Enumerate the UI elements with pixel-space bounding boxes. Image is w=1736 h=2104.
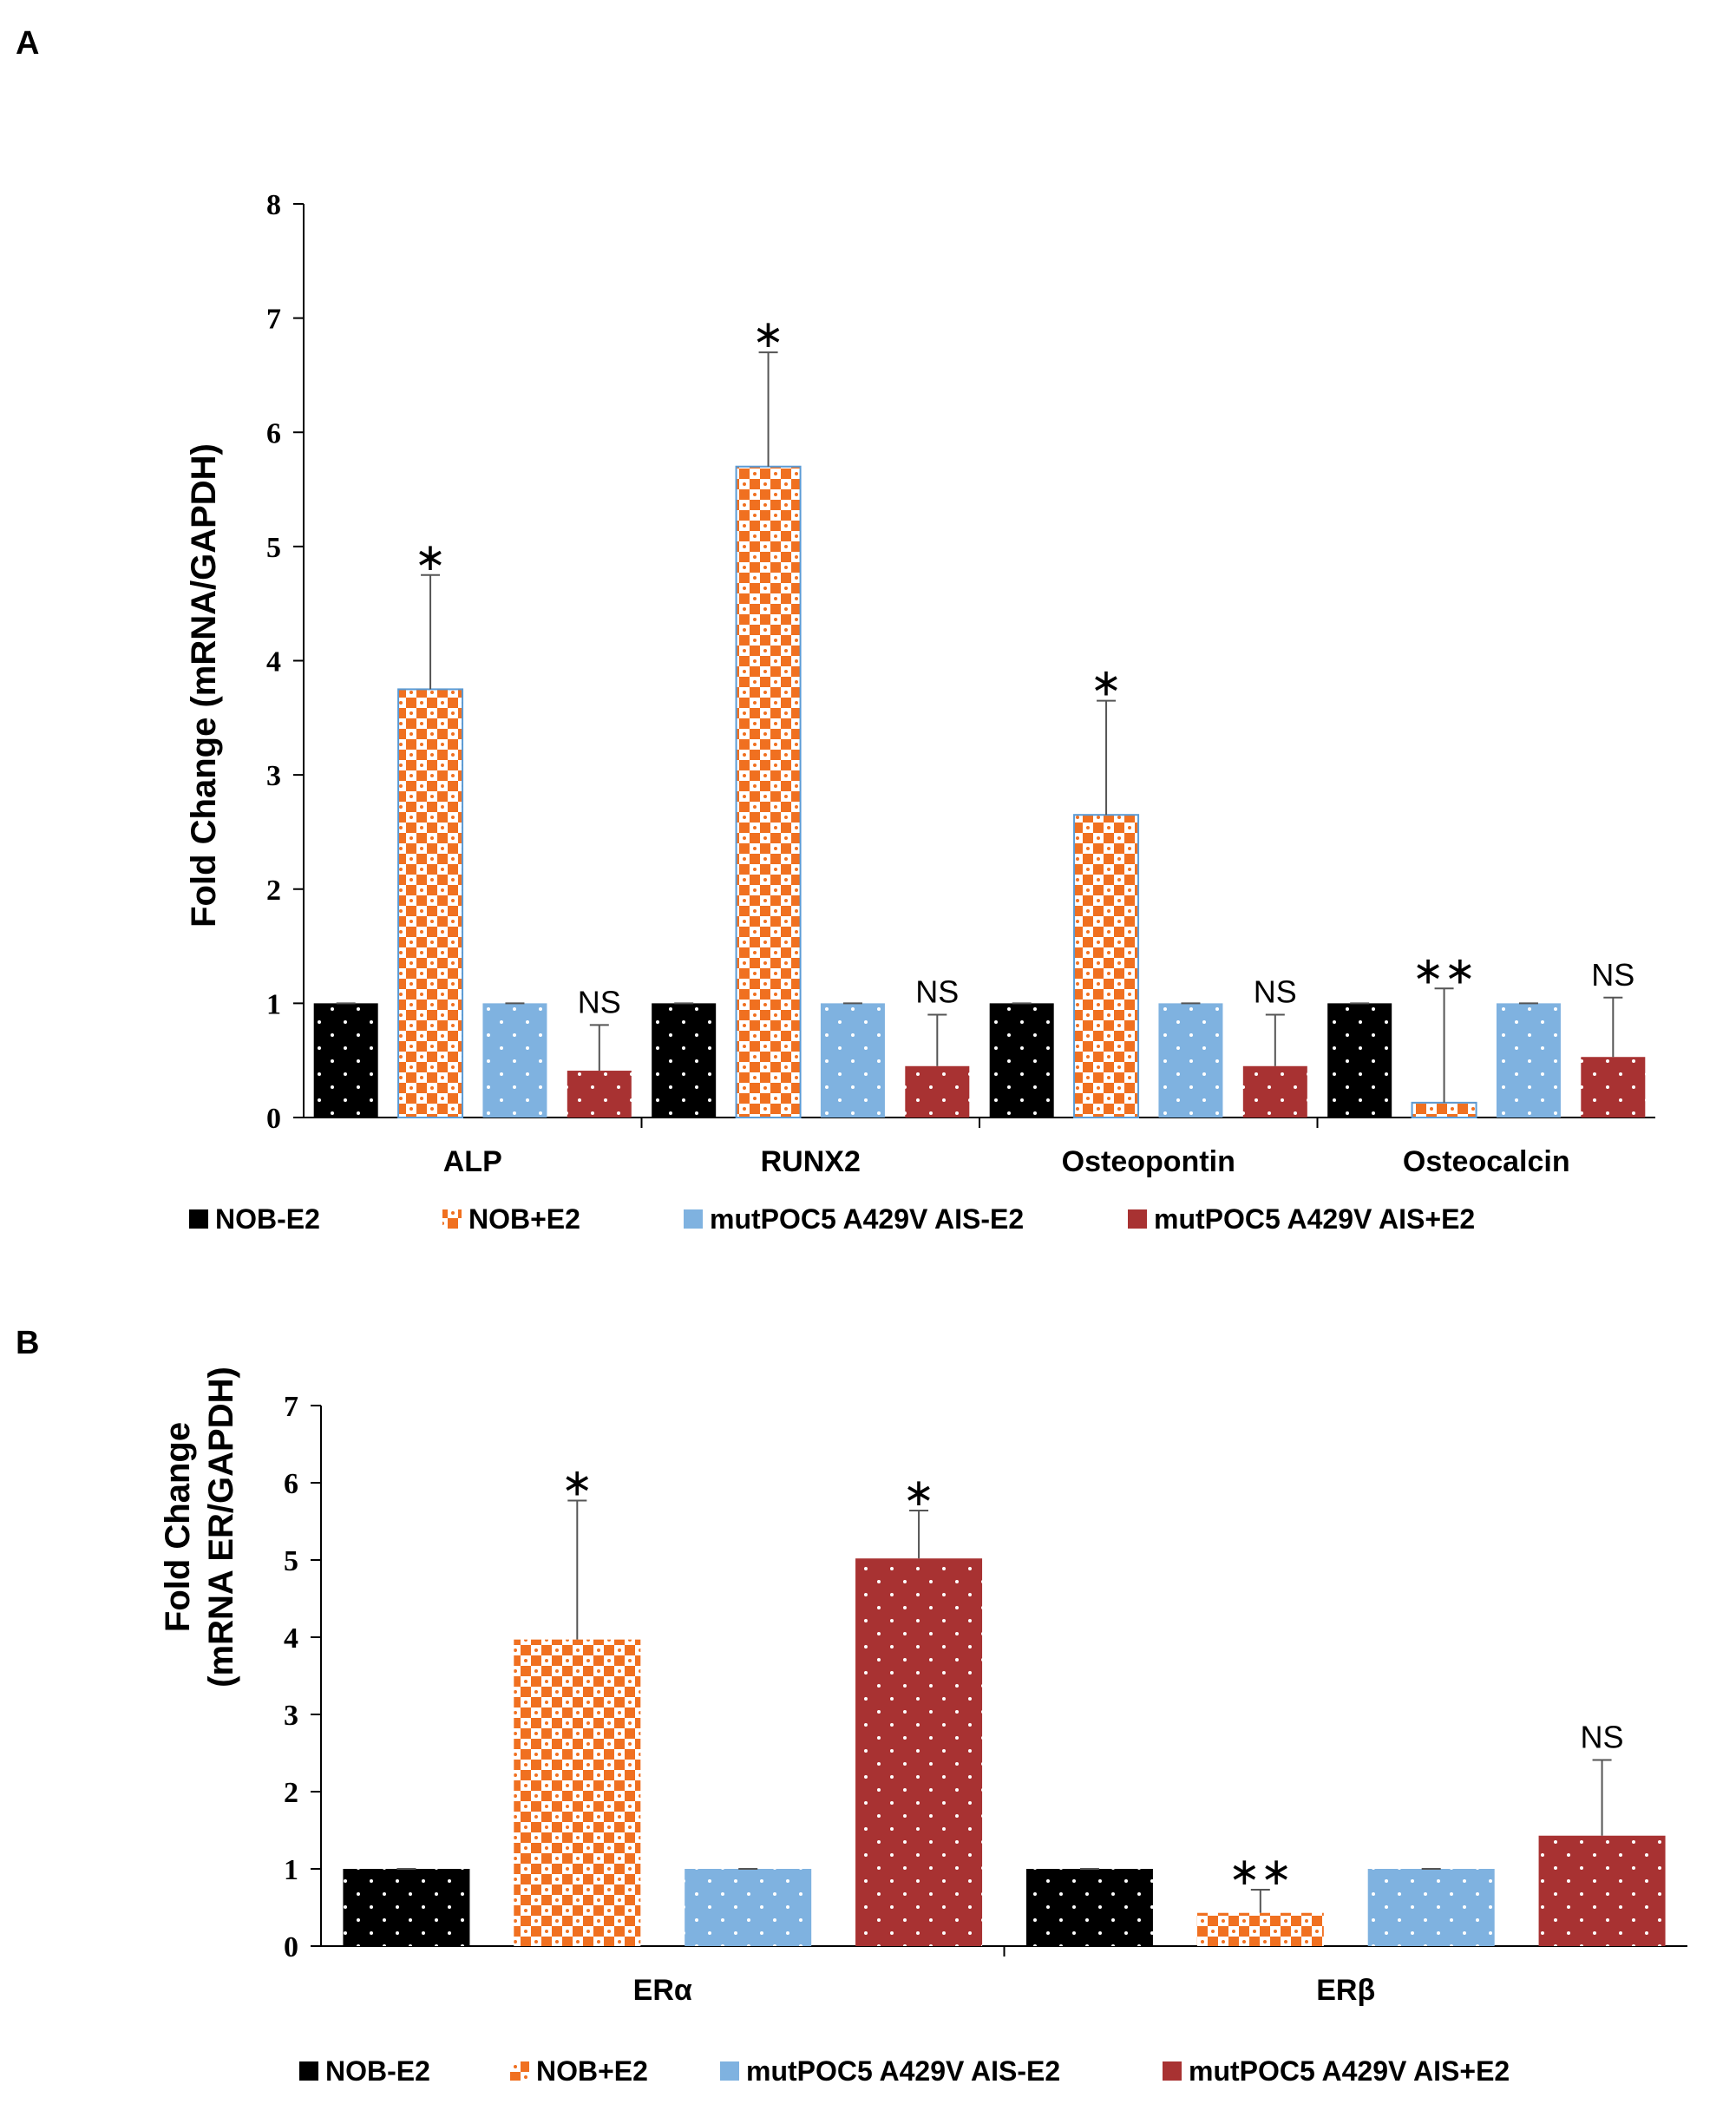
y-tick-label: 5 (284, 1545, 298, 1577)
panel-b-ylabel-line1: Fold Change (159, 1422, 197, 1632)
legend-swatch-3 (1163, 2061, 1182, 2081)
y-tick-label: 6 (266, 417, 281, 449)
bar-2-2 (1158, 1003, 1223, 1118)
bar-2-3 (1496, 1003, 1561, 1118)
bar-0-3 (1327, 1003, 1392, 1118)
legend-label-0: NOB-E2 (325, 2055, 430, 2087)
legend-label-1: NOB+E2 (536, 2055, 648, 2087)
y-tick-label: 8 (266, 189, 281, 221)
y-tick-label: 1 (266, 988, 281, 1020)
bar-1-0 (514, 1639, 641, 1946)
y-tick-label: 4 (284, 1622, 298, 1655)
y-tick-label: 0 (266, 1103, 281, 1135)
bar-0-1 (1025, 1869, 1153, 1946)
legend-swatch-3 (1128, 1209, 1147, 1229)
bar-0-1 (652, 1003, 717, 1118)
annotation-3-0: ∗ (903, 1471, 935, 1515)
panel-label-b: B (16, 1325, 39, 1361)
legend-label-2: mutPOC5 A429V AIS-E2 (710, 1203, 1024, 1235)
y-tick-label: 5 (266, 532, 281, 564)
panel-label-a: A (16, 25, 39, 62)
bar-2-0 (685, 1869, 812, 1946)
x-category-label: Osteopontin (1062, 1145, 1235, 1178)
bar-2-1 (820, 1003, 885, 1118)
x-category-label: ALP (443, 1145, 502, 1178)
bar-1-0 (397, 688, 464, 1118)
annotation-1-1: ∗ (752, 312, 784, 357)
bar-0-0 (343, 1869, 470, 1946)
bar-3-2 (1242, 1065, 1307, 1118)
annotation-1-2: ∗ (1091, 661, 1123, 705)
bar-1-2 (1073, 814, 1140, 1118)
legend-label-1: NOB+E2 (468, 1203, 580, 1235)
legend-label-3: mutPOC5 A429V AIS+E2 (1154, 1203, 1475, 1235)
annotation-3-0: NS (578, 984, 621, 1019)
y-tick-label: 2 (284, 1777, 298, 1809)
y-tick-label: 3 (266, 760, 281, 792)
annotation-1-3: ∗∗ (1412, 948, 1477, 993)
annotation-1-1: ∗∗ (1228, 1850, 1293, 1894)
bar-3-0 (855, 1558, 983, 1946)
annotation-3-1: NS (915, 974, 959, 1010)
legend-label-3: mutPOC5 A429V AIS+E2 (1189, 2055, 1510, 2087)
legend-swatch-2 (684, 1209, 703, 1229)
legend-swatch-2 (720, 2061, 739, 2081)
bar-2-0 (482, 1003, 547, 1118)
legend-label-2: mutPOC5 A429V AIS-E2 (746, 2055, 1060, 2087)
y-tick-label: 2 (266, 875, 281, 907)
bar-1-3 (1411, 1101, 1477, 1119)
y-tick-label: 4 (266, 646, 281, 678)
bar-3-1 (1538, 1835, 1666, 1946)
bar-3-3 (1581, 1057, 1646, 1118)
bar-0-0 (313, 1003, 378, 1118)
x-category-label: ERα (633, 1974, 692, 2007)
annotation-3-2: NS (1254, 974, 1297, 1010)
y-tick-label: 3 (284, 1700, 298, 1732)
annotation-3-1: NS (1581, 1720, 1624, 1755)
bar-1-1 (735, 465, 802, 1118)
bar-3-0 (567, 1071, 632, 1118)
legend-swatch-1 (442, 1209, 462, 1229)
bar-0-2 (989, 1003, 1054, 1118)
legend-swatch-0 (299, 2061, 318, 2081)
panel-b-ylabel-line2: (mRNA ER/GAPDH) (202, 1367, 240, 1688)
x-category-label: RUNX2 (761, 1145, 861, 1178)
panel-a-chart: 0 1 2 3 4 5 6 7 8 ∗ NS ALP ∗ NS RUNX2 ∗ NS Osteopontin ∗∗ N… (189, 189, 1655, 1235)
bar-2-1 (1367, 1869, 1495, 1946)
x-category-label: Osteocalcin (1403, 1145, 1570, 1178)
legend-label-0: NOB-E2 (215, 1203, 320, 1235)
y-tick-label: 7 (284, 1391, 298, 1423)
x-category-label: ERβ (1316, 1974, 1375, 2007)
bar-1-1 (1196, 1912, 1324, 1946)
y-tick-label: 7 (266, 304, 281, 336)
legend-swatch-0 (189, 1209, 208, 1229)
y-tick-label: 1 (284, 1854, 298, 1886)
annotation-3-3: NS (1591, 957, 1634, 993)
legend-swatch-1 (510, 2061, 529, 2081)
bar-3-1 (905, 1065, 970, 1118)
annotation-1-0: ∗ (415, 535, 447, 580)
y-tick-label: 0 (284, 1931, 298, 1963)
panel-a-ylabel: Fold Change (mRNA/GAPDH) (185, 443, 223, 927)
y-tick-label: 6 (284, 1468, 298, 1500)
annotation-1-0: ∗ (561, 1460, 593, 1504)
